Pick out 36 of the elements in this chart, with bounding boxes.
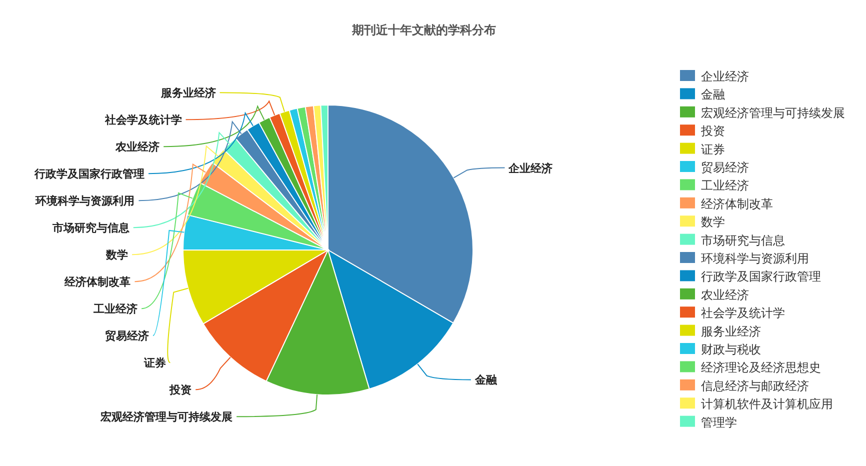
legend-label: 证券 (701, 142, 725, 156)
legend-label: 市场研究与信息 (701, 233, 785, 248)
legend-label: 数学 (701, 215, 725, 230)
legend-label: 行政学及国家行政管理 (701, 270, 821, 284)
legend-label: 社会学及统计学 (701, 306, 785, 320)
legend-label: 财政与税收 (701, 342, 761, 356)
legend-label: 贸易经济 (701, 160, 749, 174)
legend-label: 环境科学与资源利用 (701, 252, 809, 266)
slice-label: 经济体制改革 (64, 276, 131, 289)
slice-label: 投资 (168, 384, 192, 397)
legend-label: 金融 (701, 88, 725, 102)
legend-label: 工业经济 (701, 178, 749, 193)
slice-label: 证券 (143, 356, 168, 370)
chart-title: 期刊近十年文献的学科分布 (351, 23, 496, 37)
slice-label: 社会学及统计学 (104, 114, 182, 127)
legend-label: 信息经济与邮政经济 (701, 378, 809, 393)
legend-label: 计算机软件及计算机应用 (701, 397, 833, 412)
slice-label: 工业经济 (92, 302, 138, 316)
slice-label: 行政学及国家行政管理 (34, 168, 145, 181)
slice-label: 环境科学与资源利用 (34, 194, 135, 208)
legend-label: 经济理论及经济思想史 (701, 360, 821, 375)
slice-label: 市场研究与信息 (51, 222, 130, 235)
slice-label: 数学 (105, 248, 128, 262)
legend-label: 管理学 (701, 415, 737, 430)
legend-label: 农业经济 (701, 288, 749, 302)
slice-label: 金融 (474, 374, 498, 387)
slice-label: 服务业经济 (160, 86, 216, 100)
slice-label: 贸易经济 (104, 330, 149, 343)
slice-label: 宏观经济管理与可持续发展 (100, 410, 233, 424)
slice-label: 企业经济 (508, 162, 553, 175)
legend-label: 经济体制改革 (701, 196, 773, 211)
legend-label: 服务业经济 (701, 324, 761, 338)
slice-label: 农业经济 (114, 140, 160, 154)
legend-label: 宏观经济管理与可持续发展 (701, 106, 845, 120)
legend-label: 投资 (700, 124, 725, 138)
legend-label: 企业经济 (701, 70, 749, 84)
